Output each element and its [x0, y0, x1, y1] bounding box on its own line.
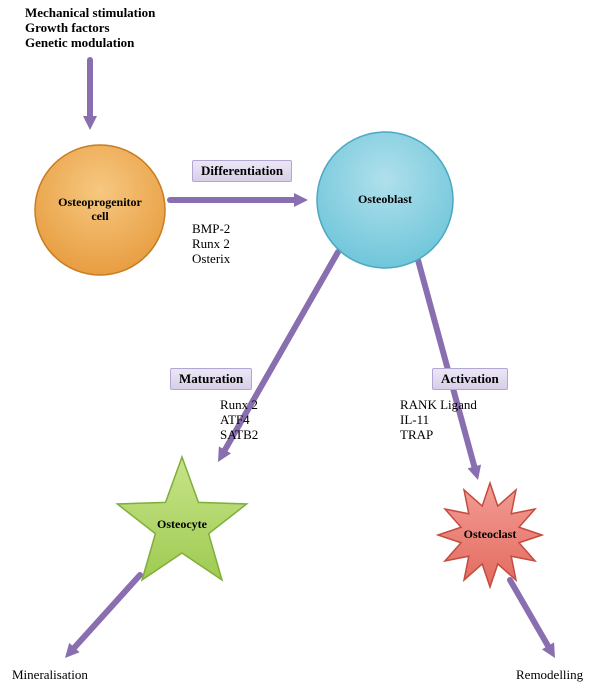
stimuli-text: Mechanical stimulationGrowth factorsGene…: [25, 6, 155, 51]
osteoclast-label: Osteoclast: [430, 528, 550, 542]
process-maturation: Maturation: [170, 368, 252, 390]
osteoprogenitor-label: Osteoprogenitorcell: [40, 196, 160, 224]
differentiation-factors: BMP-2Runx 2Osterix: [192, 222, 230, 267]
arrowhead-stimuli-to-progenitor: [83, 116, 97, 130]
diagram-root: { "stimuli": { "lines": ["Mechanical sti…: [0, 0, 600, 688]
arrow-osteoclast-to-remodelling: [510, 580, 551, 651]
activation-factors: RANK LigandIL-11TRAP: [400, 398, 477, 443]
osteocyte-label: Osteocyte: [122, 518, 242, 532]
process-activation: Activation: [432, 368, 508, 390]
outcome-mineralisation: Mineralisation: [12, 668, 88, 683]
arrow-osteocyte-to-mineralisation: [71, 575, 140, 652]
osteoblast-label: Osteoblast: [325, 193, 445, 207]
process-differentiation: Differentiation: [192, 160, 292, 182]
outcome-remodelling: Remodelling: [516, 668, 583, 683]
arrowhead-progenitor-to-osteoblast: [294, 193, 308, 207]
arrowhead-osteoblast-to-osteoclast: [468, 465, 482, 480]
arrows-group: [65, 60, 555, 658]
svg-layer: [0, 0, 600, 688]
maturation-factors: Runx 2ATF4SATB2: [220, 398, 258, 443]
